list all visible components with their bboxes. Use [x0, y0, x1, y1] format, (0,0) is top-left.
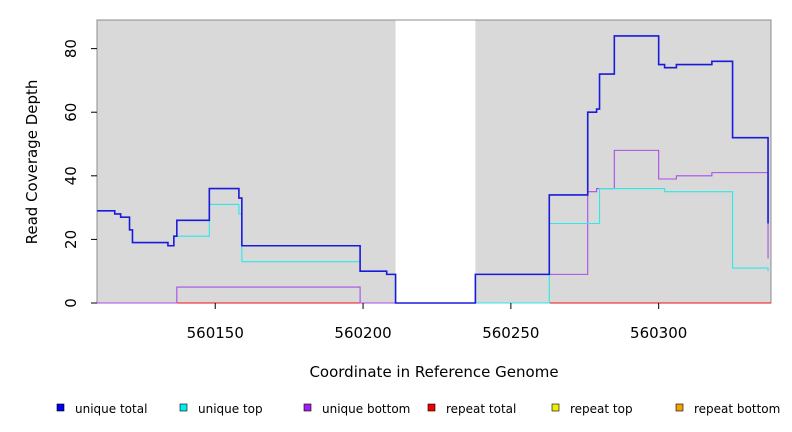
y-tick-label: 80: [62, 39, 80, 58]
y-tick-label: 20: [62, 230, 80, 249]
axes-layer: 560150 560200 560250 560300 0 20 40 60 80: [62, 39, 687, 342]
legend-swatch-unique-bottom: [303, 403, 312, 412]
y-tick-label: 60: [62, 103, 80, 122]
legend-swatch-repeat-total: [427, 403, 436, 412]
plot-background: [96, 19, 772, 304]
legend-swatch-repeat-top: [551, 403, 560, 412]
legend: unique total unique top unique bottom repea…: [56, 402, 780, 416]
legend-label: unique bottom: [322, 402, 410, 416]
y-axis-title: Read Coverage Depth: [23, 80, 41, 245]
series-line-unique-total: [97, 35, 769, 304]
x-axis-title: Coordinate in Reference Genome: [309, 363, 558, 381]
x-tick-label: 560150: [187, 324, 244, 342]
y-tick-label: 0: [62, 298, 80, 308]
legend-swatch-unique-total: [56, 403, 65, 412]
x-tick-label: 560200: [334, 324, 391, 342]
legend-swatch-repeat-bottom: [675, 403, 684, 412]
x-tick-label: 560250: [482, 324, 539, 342]
legend-label: repeat bottom: [694, 402, 780, 416]
x-tick-label: 560300: [630, 324, 687, 342]
legend-label: repeat top: [570, 402, 633, 416]
shaded-region-2: [475, 20, 771, 303]
shaded-region-1: [97, 20, 396, 303]
legend-swatch-unique-top: [179, 403, 188, 412]
legend-label: unique total: [75, 402, 147, 416]
series-line-unique-bottom: [97, 149, 769, 304]
legend-label: repeat total: [446, 402, 516, 416]
y-tick-label: 40: [62, 166, 80, 185]
legend-label: unique top: [198, 402, 263, 416]
